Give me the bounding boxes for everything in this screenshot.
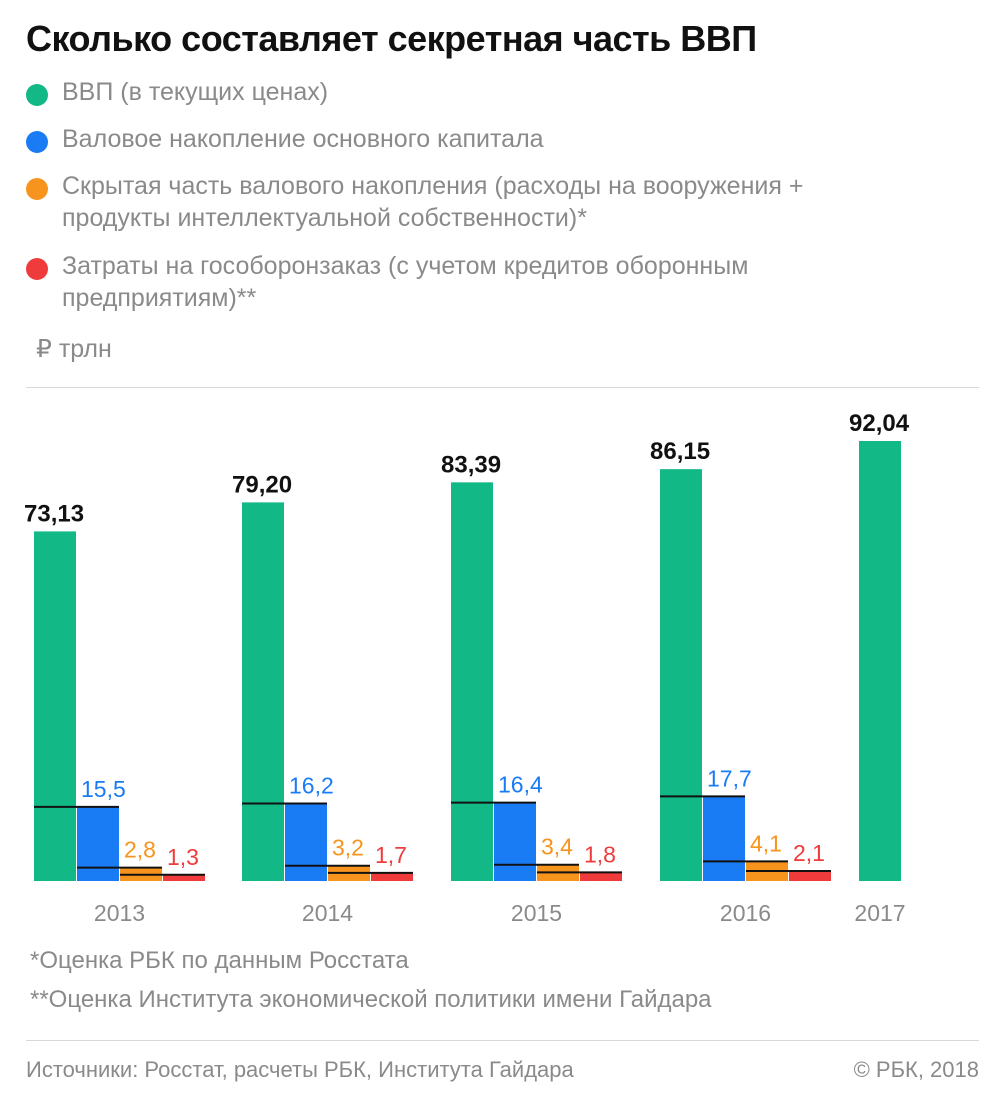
value-label-defense-2016: 2,1 bbox=[793, 840, 825, 866]
chart-title: Сколько составляет секретная часть ВВП bbox=[26, 18, 757, 59]
bar-chart: 73,13 15,5 2,8 1,3 2013 79,20 16,2 3,2 1,7 2014 83… bbox=[24, 410, 910, 926]
legend-label-capital: Валовое накопление основного капитала bbox=[62, 125, 544, 153]
legend-label-defense: Затраты на гособоронзаказ (с учетом кред… bbox=[62, 252, 749, 312]
bar-gdp-2013 bbox=[34, 531, 76, 881]
x-tick-2013: 2013 bbox=[94, 900, 145, 926]
bar-defense-2013 bbox=[163, 874, 205, 881]
bar-defense-2016 bbox=[789, 870, 831, 881]
bar-capital-2013 bbox=[77, 806, 119, 881]
legend-dot-capital bbox=[26, 131, 48, 153]
value-label-capital-2014: 16,2 bbox=[289, 773, 334, 799]
unit-label: ₽ трлн bbox=[36, 335, 112, 363]
legend-dot-gdp bbox=[26, 84, 48, 106]
value-label-capital-2015: 16,4 bbox=[498, 772, 543, 798]
value-label-capital-2016: 17,7 bbox=[707, 765, 752, 791]
value-label-defense-2014: 1,7 bbox=[375, 842, 407, 868]
legend-dot-hidden bbox=[26, 178, 48, 200]
value-label-hidden-2013: 2,8 bbox=[124, 837, 156, 863]
value-label-capital-2013: 15,5 bbox=[81, 776, 126, 802]
footnote-gaidar: **Оценка Института экономической политик… bbox=[30, 986, 712, 1013]
x-tick-2014: 2014 bbox=[302, 900, 353, 926]
legend-label-hidden: Скрытая часть валового накопления (расхо… bbox=[62, 172, 804, 232]
legend-dot-defense bbox=[26, 258, 48, 280]
bar-gdp-2017 bbox=[859, 441, 901, 881]
value-label-hidden-2015: 3,4 bbox=[541, 834, 573, 860]
value-label-gdp-2015: 83,39 bbox=[441, 451, 501, 478]
bar-defense-2015 bbox=[580, 872, 622, 881]
value-label-hidden-2014: 3,2 bbox=[332, 835, 364, 861]
x-tick-2015: 2015 bbox=[511, 900, 562, 926]
source-text: Источники: Росстат, расчеты РБК, Институ… bbox=[26, 1057, 574, 1082]
value-label-gdp-2013: 73,13 bbox=[24, 500, 84, 527]
value-label-hidden-2016: 4,1 bbox=[750, 830, 782, 856]
x-tick-2017: 2017 bbox=[854, 900, 905, 926]
x-tick-2016: 2016 bbox=[720, 900, 771, 926]
legend-label-gdp: ВВП (в текущих ценах) bbox=[62, 78, 329, 106]
value-label-gdp-2017: 92,04 bbox=[849, 410, 910, 437]
value-label-defense-2015: 1,8 bbox=[584, 841, 616, 867]
bar-gdp-2014 bbox=[242, 502, 284, 881]
value-label-defense-2013: 1,3 bbox=[167, 844, 199, 870]
bar-gdp-2015 bbox=[451, 482, 493, 881]
bar-gdp-2016 bbox=[660, 469, 702, 881]
header-divider bbox=[26, 387, 979, 388]
copyright-text: © РБК, 2018 bbox=[853, 1057, 979, 1082]
footer-divider bbox=[26, 1040, 979, 1041]
bar-capital-2015 bbox=[494, 802, 536, 881]
legend-item-hidden: Скрытая часть валового накопления (расхо… bbox=[26, 170, 892, 234]
bar-defense-2014 bbox=[371, 872, 413, 881]
footnote-rbc: *Оценка РБК по данным Росстата bbox=[30, 947, 409, 974]
legend-item-defense: Затраты на гособоронзаказ (с учетом кред… bbox=[26, 250, 892, 314]
legend-item-gdp: ВВП (в текущих ценах) bbox=[26, 76, 892, 108]
value-label-gdp-2014: 79,20 bbox=[232, 471, 292, 498]
bar-capital-2014 bbox=[285, 803, 327, 881]
bar-capital-2016 bbox=[703, 796, 745, 881]
legend-item-capital: Валовое накопление основного капитала bbox=[26, 123, 892, 155]
value-label-gdp-2016: 86,15 bbox=[650, 438, 710, 465]
